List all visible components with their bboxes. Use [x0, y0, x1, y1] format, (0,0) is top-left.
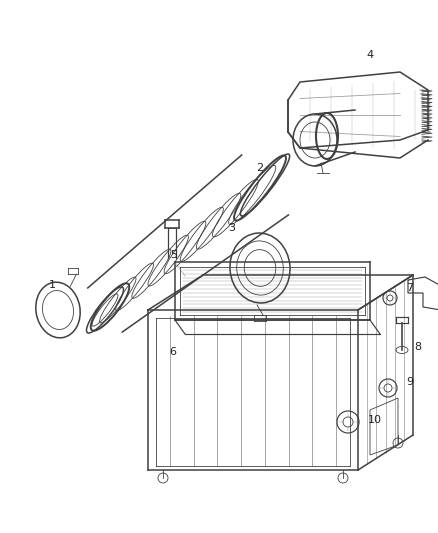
Text: 9: 9	[406, 377, 413, 387]
Text: 8: 8	[414, 342, 421, 352]
Text: 5: 5	[170, 250, 177, 260]
Text: 10: 10	[368, 415, 382, 425]
Text: 7: 7	[406, 283, 413, 293]
Text: 3: 3	[229, 223, 236, 233]
Text: 4: 4	[367, 50, 374, 60]
Text: 6: 6	[170, 347, 177, 357]
Text: 2: 2	[256, 163, 264, 173]
Text: 1: 1	[49, 280, 56, 290]
